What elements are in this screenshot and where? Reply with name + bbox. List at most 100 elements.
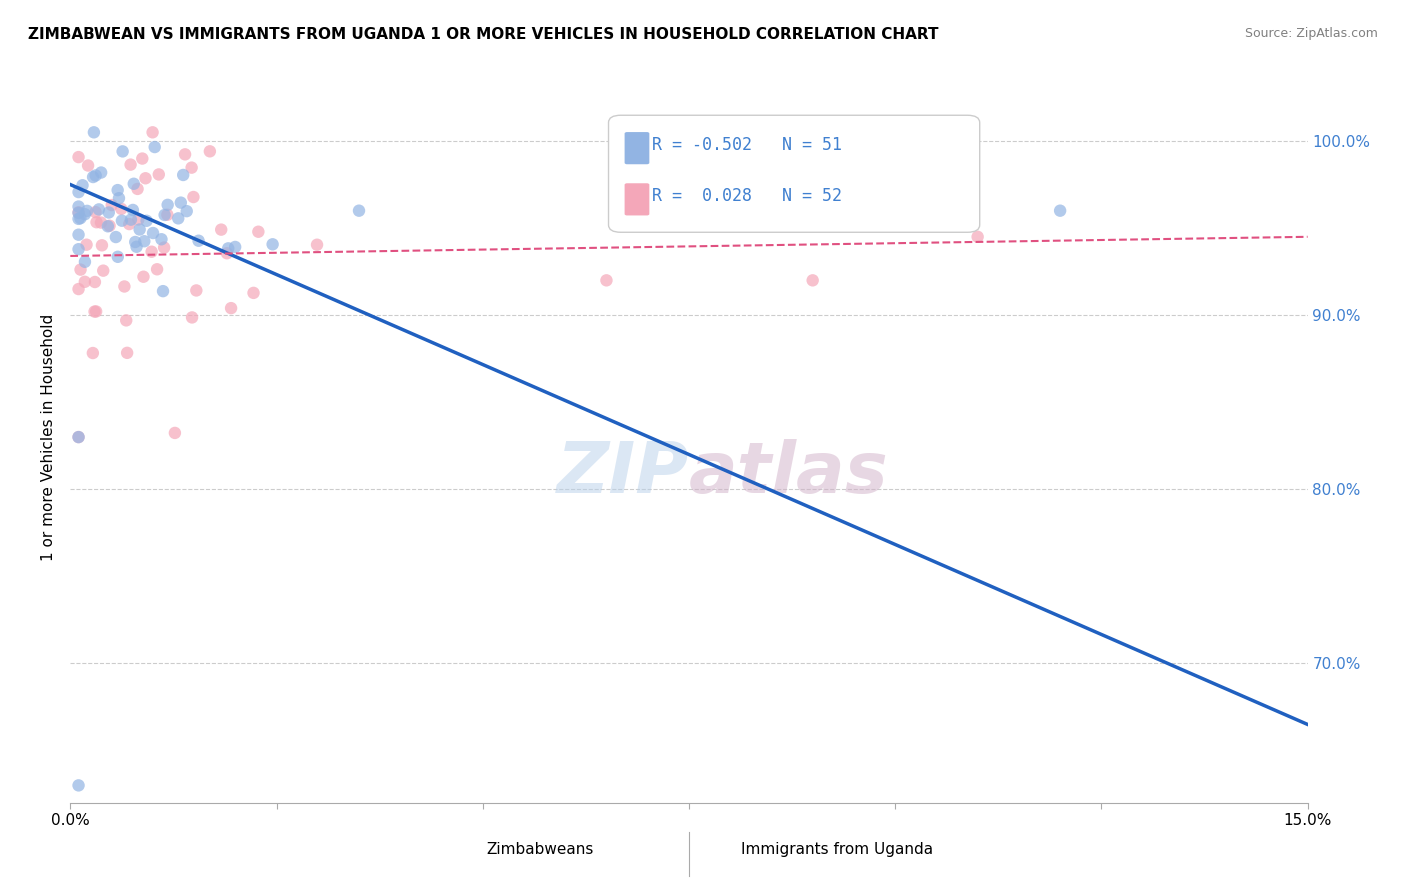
Point (224, 240, 246, 254)
Point (110, 202, 132, 216)
Point (67, 430, 90, 444)
Point (115, 313, 138, 327)
Point (100, 198, 122, 212)
Point (108, 191, 131, 205)
Point (90, 216, 112, 230)
Point (209, 222, 232, 236)
Point (217, 241, 239, 255)
Point (163, 425, 186, 440)
Y-axis label: 1 or more Vehicles in Household: 1 or more Vehicles in Household (41, 313, 56, 561)
Point (86, 215, 108, 229)
Point (170, 195, 193, 210)
Point (91, 238, 114, 252)
Point (183, 190, 205, 204)
Point (90, 165, 112, 179)
Point (132, 269, 155, 284)
Point (76, 203, 98, 218)
Point (125, 240, 148, 254)
Text: R =  0.028   N = 52: R = 0.028 N = 52 (652, 186, 842, 204)
Point (67, 430, 90, 444)
FancyBboxPatch shape (609, 115, 980, 232)
Point (67, 778, 90, 792)
Point (142, 125, 165, 139)
Point (347, 203, 370, 218)
Point (67, 227, 90, 242)
Point (124, 235, 146, 249)
Point (76, 237, 98, 252)
Point (111, 145, 134, 159)
Point (84, 169, 107, 183)
Point (115, 346, 138, 360)
Point (127, 212, 149, 227)
Point (83, 304, 105, 318)
Point (198, 145, 221, 159)
Point (146, 262, 169, 277)
Point (67, 282, 90, 296)
Point (128, 222, 150, 236)
Point (153, 241, 176, 255)
Point (82, 169, 104, 184)
Point (104, 230, 127, 244)
Point (120, 212, 142, 227)
Point (150, 232, 173, 246)
Text: R = -0.502   N = 51: R = -0.502 N = 51 (652, 136, 842, 153)
Text: atlas: atlas (689, 439, 889, 508)
Point (305, 237, 328, 252)
FancyBboxPatch shape (624, 132, 650, 164)
Point (148, 168, 170, 182)
Text: Source: ZipAtlas.com: Source: ZipAtlas.com (1244, 27, 1378, 40)
Point (966, 229, 988, 244)
Point (219, 301, 242, 315)
Point (77, 159, 100, 173)
Point (141, 244, 163, 259)
Point (156, 208, 179, 222)
Point (83, 125, 105, 139)
Text: ZIMBABWEAN VS IMMIGRANTS FROM UGANDA 1 OR MORE VEHICLES IN HOUSEHOLD CORRELATION: ZIMBABWEAN VS IMMIGRANTS FROM UGANDA 1 O… (28, 27, 939, 42)
Point (67, 150, 90, 164)
Point (1049, 203, 1071, 218)
Point (134, 234, 156, 248)
Point (73, 207, 96, 221)
Point (121, 202, 143, 217)
Point (107, 183, 129, 197)
Point (262, 237, 284, 252)
Point (73, 255, 96, 269)
Point (884, 203, 907, 218)
Point (127, 182, 149, 196)
Point (135, 214, 157, 228)
Point (167, 211, 190, 226)
Point (215, 246, 238, 260)
FancyBboxPatch shape (624, 183, 650, 216)
Text: Zimbabweans: Zimbabweans (486, 842, 595, 857)
Point (84, 275, 107, 289)
Point (67, 211, 90, 226)
Point (91, 263, 114, 277)
Point (107, 250, 129, 264)
Point (118, 217, 141, 231)
Point (67, 185, 90, 199)
Point (72, 178, 94, 193)
Point (67, 206, 90, 220)
Text: Immigrants from Uganda: Immigrants from Uganda (741, 842, 934, 857)
Point (84, 304, 107, 318)
Point (187, 234, 209, 248)
Point (131, 152, 153, 166)
Point (112, 279, 135, 293)
Point (174, 147, 197, 161)
Text: ZIP: ZIP (557, 439, 689, 508)
Point (97, 205, 120, 219)
Point (143, 140, 166, 154)
FancyBboxPatch shape (439, 841, 475, 866)
Point (595, 273, 617, 287)
Point (67, 205, 90, 219)
Point (142, 226, 165, 240)
Point (98, 219, 121, 233)
Point (172, 168, 194, 182)
Point (69, 262, 91, 277)
Point (120, 158, 142, 172)
Point (153, 208, 176, 222)
Point (176, 204, 198, 219)
FancyBboxPatch shape (724, 841, 759, 866)
Point (67, 200, 90, 214)
Point (156, 198, 179, 212)
